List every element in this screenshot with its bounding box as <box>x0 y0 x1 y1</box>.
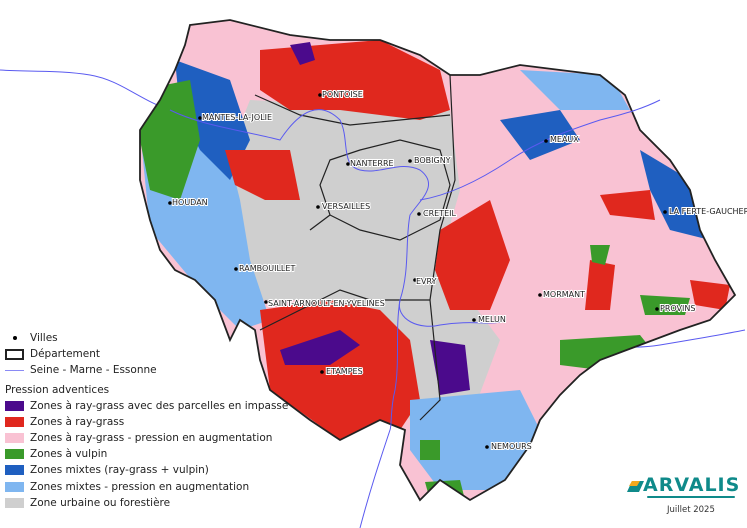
svg-text:VERSAILLES: VERSAILLES <box>322 202 370 211</box>
svg-text:MORMANT: MORMANT <box>543 290 585 299</box>
svg-text:EVRY: EVRY <box>416 277 437 286</box>
swatch-icon <box>5 400 24 411</box>
map-legend: Villes Département Seine - Marne - Esson… <box>5 330 288 511</box>
svg-text:LA FERTE-GAUCHER: LA FERTE-GAUCHER <box>669 207 747 216</box>
city-mormant: MORMANT <box>538 289 586 300</box>
dot-icon <box>5 333 24 343</box>
swatch-icon <box>5 481 24 492</box>
river-essonne <box>389 299 401 431</box>
department-border-icon <box>5 348 24 360</box>
zone-raygrass-mantes <box>600 190 655 220</box>
svg-text:PROVINS: PROVINS <box>660 304 695 313</box>
zone-raygrass-south <box>260 300 420 440</box>
swatch-icon <box>5 497 24 508</box>
svg-text:CRETEIL: CRETEIL <box>423 209 457 218</box>
cities: PONTOISE MANTES-LA-JOLIE NANTERRE BOBIGN… <box>168 89 747 452</box>
zone-mixed-increase-ne <box>520 70 630 110</box>
zone-vulpin-south <box>420 440 440 460</box>
city-rambouillet: RAMBOUILLET <box>234 263 296 274</box>
swatch-icon <box>5 433 24 444</box>
legend-item: Zones à ray-grass - pression en augmenta… <box>5 430 288 446</box>
zone-impasse-north <box>290 42 315 65</box>
zone-raygrass-far-east <box>690 280 730 310</box>
river-marne <box>419 99 661 201</box>
legend-item: Zone urbaine ou forestière <box>5 495 288 511</box>
city-melun: MELUN <box>472 314 507 325</box>
city-meaux: MEAUX <box>544 134 580 145</box>
river-seine-downstream <box>0 69 171 111</box>
svg-text:PONTOISE: PONTOISE <box>322 90 363 99</box>
legend-item: Zones mixtes (ray-grass + vulpin) <box>5 462 288 478</box>
legend-item: Zones à ray-grass avec des parcelles en … <box>5 398 288 414</box>
city-evry: EVRY <box>413 276 438 287</box>
swatch-icon <box>5 465 24 476</box>
river-line-icon <box>5 369 24 371</box>
legend-item: Zones à ray-grass <box>5 414 288 430</box>
zone-impasse-melun <box>430 340 470 395</box>
zone-raygrass-east <box>435 200 510 310</box>
zone-impasse-south <box>280 330 360 365</box>
legend-item: Zones à vulpin <box>5 446 288 462</box>
zone-mixed-east <box>640 150 710 240</box>
city-creteil: CRETEIL <box>417 208 458 219</box>
swatch-icon <box>5 449 24 460</box>
legend-departement: Département <box>5 346 288 362</box>
zone-mixed-north-east <box>500 110 580 160</box>
city-nemours: NEMOURS <box>485 441 533 452</box>
svg-text:BOBIGNY: BOBIGNY <box>414 156 451 165</box>
city-bobigny: BOBIGNY <box>408 155 452 166</box>
svg-text:ETAMPES: ETAMPES <box>326 367 363 376</box>
svg-text:NEMOURS: NEMOURS <box>491 442 532 451</box>
zone-vulpin-provins <box>640 295 690 315</box>
city-nanterre: NANTERRE <box>346 158 395 169</box>
river-seine <box>169 109 501 327</box>
swatch-icon <box>5 416 24 427</box>
legend-title: Pression adventices <box>5 384 110 397</box>
city-pontoise: PONTOISE <box>318 89 364 100</box>
city-provins: PROVINS <box>655 303 696 314</box>
date-label: Juillet 2025 <box>667 505 715 515</box>
zone-vulpin-west <box>140 80 200 200</box>
svg-text:MEAUX: MEAUX <box>550 135 579 144</box>
city-la-ferte-gaucher: LA FERTE-GAUCHER <box>663 206 747 217</box>
svg-text:NANTERRE: NANTERRE <box>350 159 394 168</box>
city-saint-arnoult: SAINT-ARNOULT-EN-YVELINES <box>264 298 386 309</box>
zone-mixed-increase-south <box>410 390 540 490</box>
river-essonne-south <box>359 429 391 528</box>
legend-item: Zones mixtes - pression en augmentation <box>5 479 288 495</box>
svg-text:RAMBOUILLET: RAMBOUILLET <box>239 264 295 273</box>
svg-text:HOUDAN: HOUDAN <box>172 198 208 207</box>
svg-text:MELUN: MELUN <box>478 315 506 324</box>
svg-text:MANTES-LA-JOLIE: MANTES-LA-JOLIE <box>202 113 272 122</box>
department-borders <box>139 19 737 502</box>
legend-rivers: Seine - Marne - Essonne <box>5 362 288 378</box>
city-versailles: VERSAILLES <box>316 201 371 212</box>
legend-villes: Villes <box>5 330 288 346</box>
city-etampes: ETAMPES <box>320 366 364 377</box>
svg-text:SAINT-ARNOULT-EN-YVELINES: SAINT-ARNOULT-EN-YVELINES <box>268 299 385 308</box>
zone-raygrass-north <box>260 40 450 120</box>
leaf-logo-icon <box>627 481 644 492</box>
zone-raygrass-east2 <box>585 260 615 310</box>
zone-vulpin-mormant <box>590 245 610 265</box>
city-houdan: HOUDAN <box>168 197 209 208</box>
zone-raygrass-west <box>225 150 300 200</box>
city-mantes: MANTES-LA-JOLIE <box>198 112 273 123</box>
